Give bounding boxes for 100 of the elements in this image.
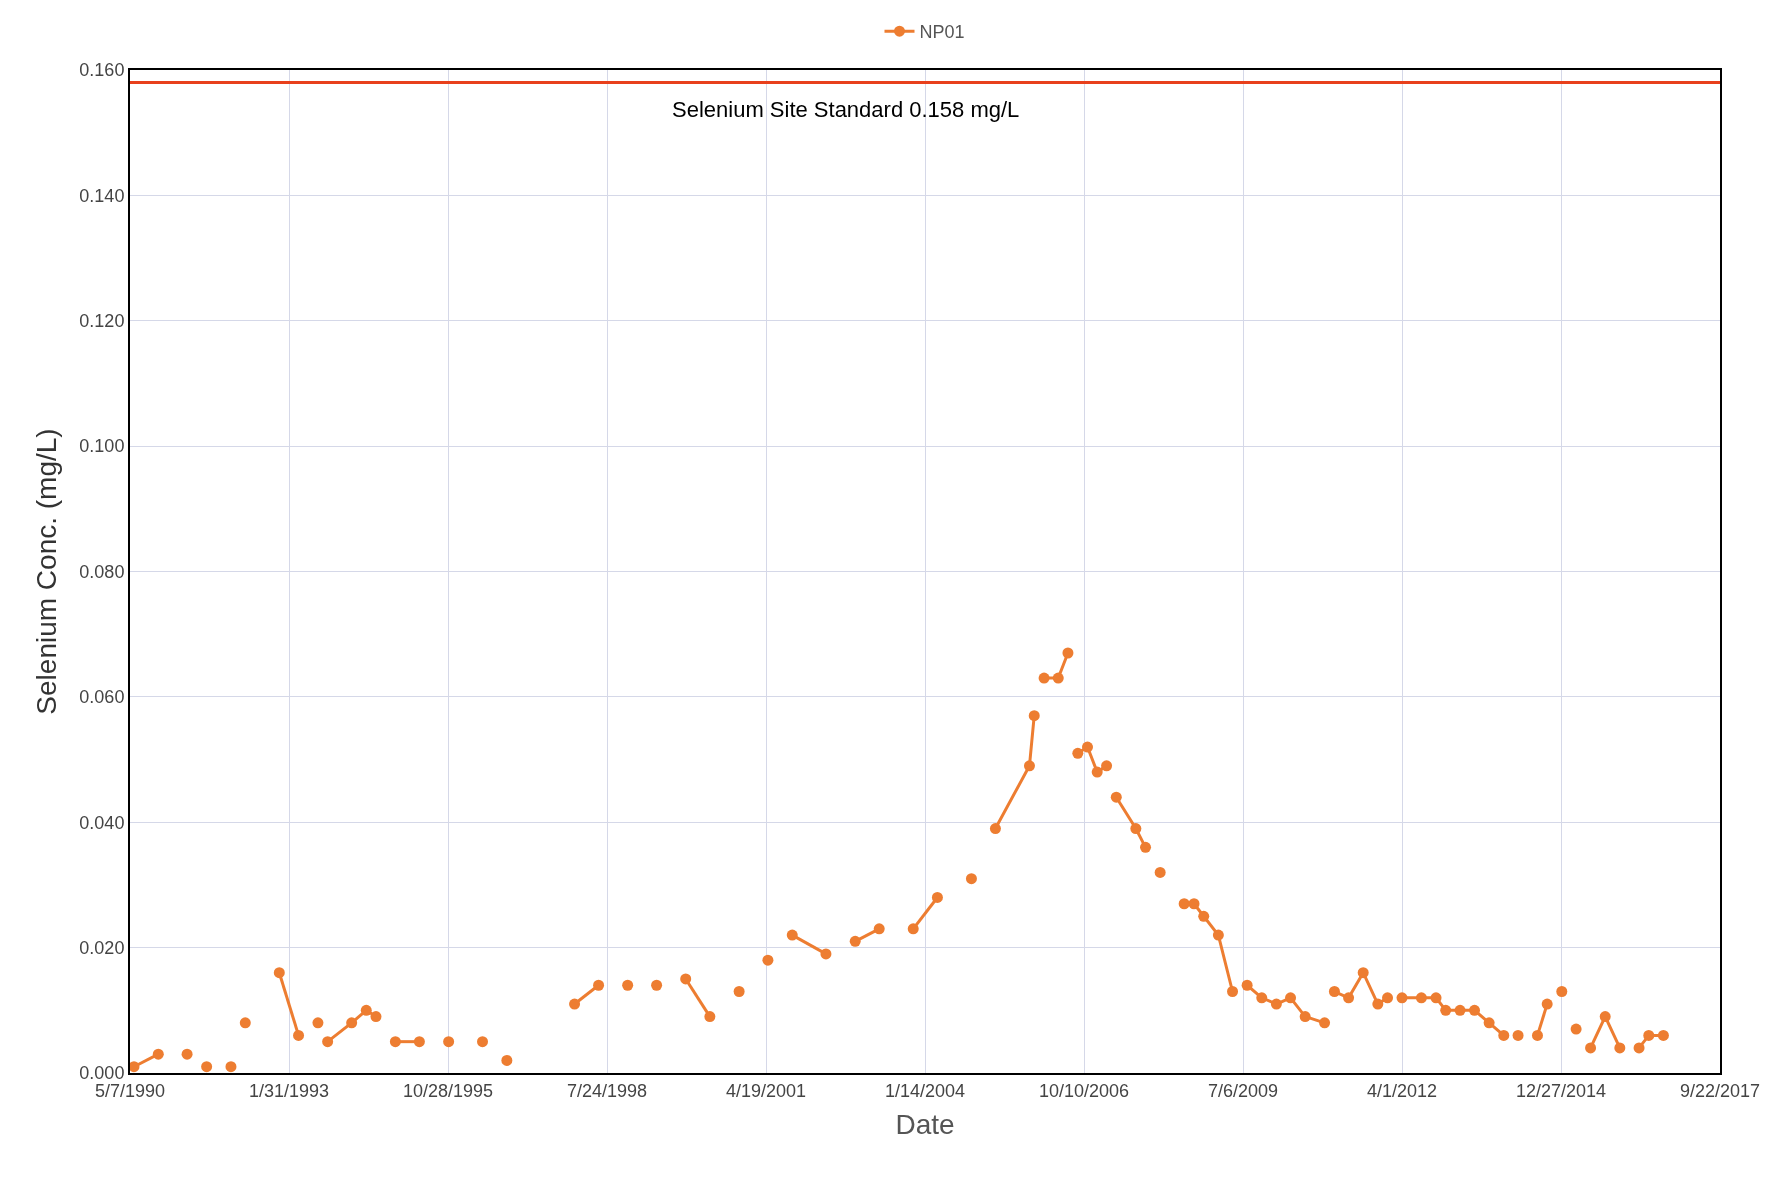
point <box>786 929 798 941</box>
point <box>1130 823 1142 835</box>
legend-label: NP01 <box>919 22 965 43</box>
point <box>1212 929 1224 941</box>
x-tick-label: 4/1/2012 <box>1366 1080 1438 1101</box>
point <box>1570 1023 1582 1035</box>
point <box>1110 791 1122 803</box>
point <box>1512 1029 1524 1041</box>
point <box>1285 992 1297 1004</box>
x-tick-label: 9/22/2017 <box>1679 1080 1761 1101</box>
x-tick-label: 7/6/2009 <box>1207 1080 1279 1101</box>
point <box>389 1036 401 1048</box>
point <box>1614 1042 1626 1054</box>
point <box>569 998 581 1010</box>
point <box>1299 1011 1311 1023</box>
x-tick-label: 1/31/1993 <box>248 1080 330 1101</box>
point <box>1469 1004 1480 1016</box>
point <box>820 948 832 960</box>
point <box>1062 647 1074 659</box>
point <box>346 1017 358 1029</box>
point <box>1440 1004 1452 1016</box>
point <box>1657 1029 1669 1041</box>
ref-line-label: Selenium Site Standard 0.158 mg/L <box>672 97 1020 122</box>
point <box>1382 992 1394 1004</box>
x-tick-label: 1/14/2004 <box>884 1080 966 1101</box>
x-tick-label: 10/10/2006 <box>1038 1080 1130 1101</box>
point <box>1227 986 1239 998</box>
point <box>1357 967 1369 979</box>
point <box>622 979 634 991</box>
point <box>1023 760 1035 772</box>
point <box>1483 1017 1495 1029</box>
point <box>1198 910 1210 922</box>
point <box>1343 992 1355 1004</box>
point <box>1415 992 1427 1004</box>
point <box>1498 1029 1510 1041</box>
point <box>1328 986 1340 998</box>
point <box>873 923 885 935</box>
point <box>360 1004 372 1016</box>
point <box>239 1017 251 1029</box>
point <box>1372 998 1384 1010</box>
point <box>477 1036 488 1048</box>
point <box>1643 1029 1655 1041</box>
point <box>1072 747 1084 759</box>
point <box>225 1061 237 1073</box>
point <box>965 873 977 885</box>
y-tick-label: 0.120 <box>79 311 125 332</box>
point <box>907 923 919 935</box>
point <box>1091 766 1103 778</box>
point <box>1241 979 1253 991</box>
point <box>762 954 774 966</box>
y-tick-label: 0.060 <box>79 687 125 708</box>
point <box>370 1011 382 1023</box>
y-tick-label: 0.040 <box>79 812 125 833</box>
y-tick-label: 0.080 <box>79 561 125 582</box>
point <box>1028 710 1040 722</box>
point <box>1256 992 1268 1004</box>
point <box>1319 1017 1331 1029</box>
x-tick-label: 10/28/1995 <box>402 1080 494 1101</box>
point <box>1556 986 1568 998</box>
point <box>1633 1042 1645 1054</box>
point <box>1270 998 1282 1010</box>
y-tick-label: 0.160 <box>79 60 125 81</box>
point <box>1188 898 1200 910</box>
point <box>1052 672 1064 684</box>
point <box>651 979 663 991</box>
point <box>322 1036 334 1048</box>
y-tick-label: 0.140 <box>79 185 125 206</box>
point <box>273 967 285 979</box>
point <box>181 1048 193 1060</box>
point <box>704 1011 716 1023</box>
point <box>1454 1004 1466 1016</box>
point <box>931 891 943 903</box>
y-tick-label: 0.100 <box>79 436 125 457</box>
point <box>152 1048 164 1060</box>
point <box>1038 672 1050 684</box>
point <box>1178 898 1190 910</box>
x-tick-label: 7/24/1998 <box>566 1080 648 1101</box>
y-tick-label: 0.020 <box>79 937 125 958</box>
point <box>1541 998 1553 1010</box>
point <box>733 986 745 998</box>
x-axis-title: Date <box>895 1109 955 1141</box>
x-tick-label: 12/27/2014 <box>1515 1080 1607 1101</box>
point <box>989 823 1001 835</box>
point <box>1140 841 1152 853</box>
point <box>1154 866 1166 878</box>
point <box>1599 1011 1611 1023</box>
point <box>413 1036 425 1048</box>
point <box>1396 992 1408 1004</box>
point <box>1531 1029 1543 1041</box>
point <box>201 1061 213 1073</box>
point <box>1585 1042 1597 1054</box>
point <box>849 935 861 947</box>
point <box>501 1054 513 1066</box>
point <box>312 1017 324 1029</box>
x-tick-label: 4/19/2001 <box>725 1080 807 1101</box>
y-axis-title: Selenium Conc. (mg/L) <box>30 428 62 715</box>
point <box>593 979 605 991</box>
point <box>1101 760 1113 772</box>
point <box>443 1036 455 1048</box>
point <box>293 1029 305 1041</box>
